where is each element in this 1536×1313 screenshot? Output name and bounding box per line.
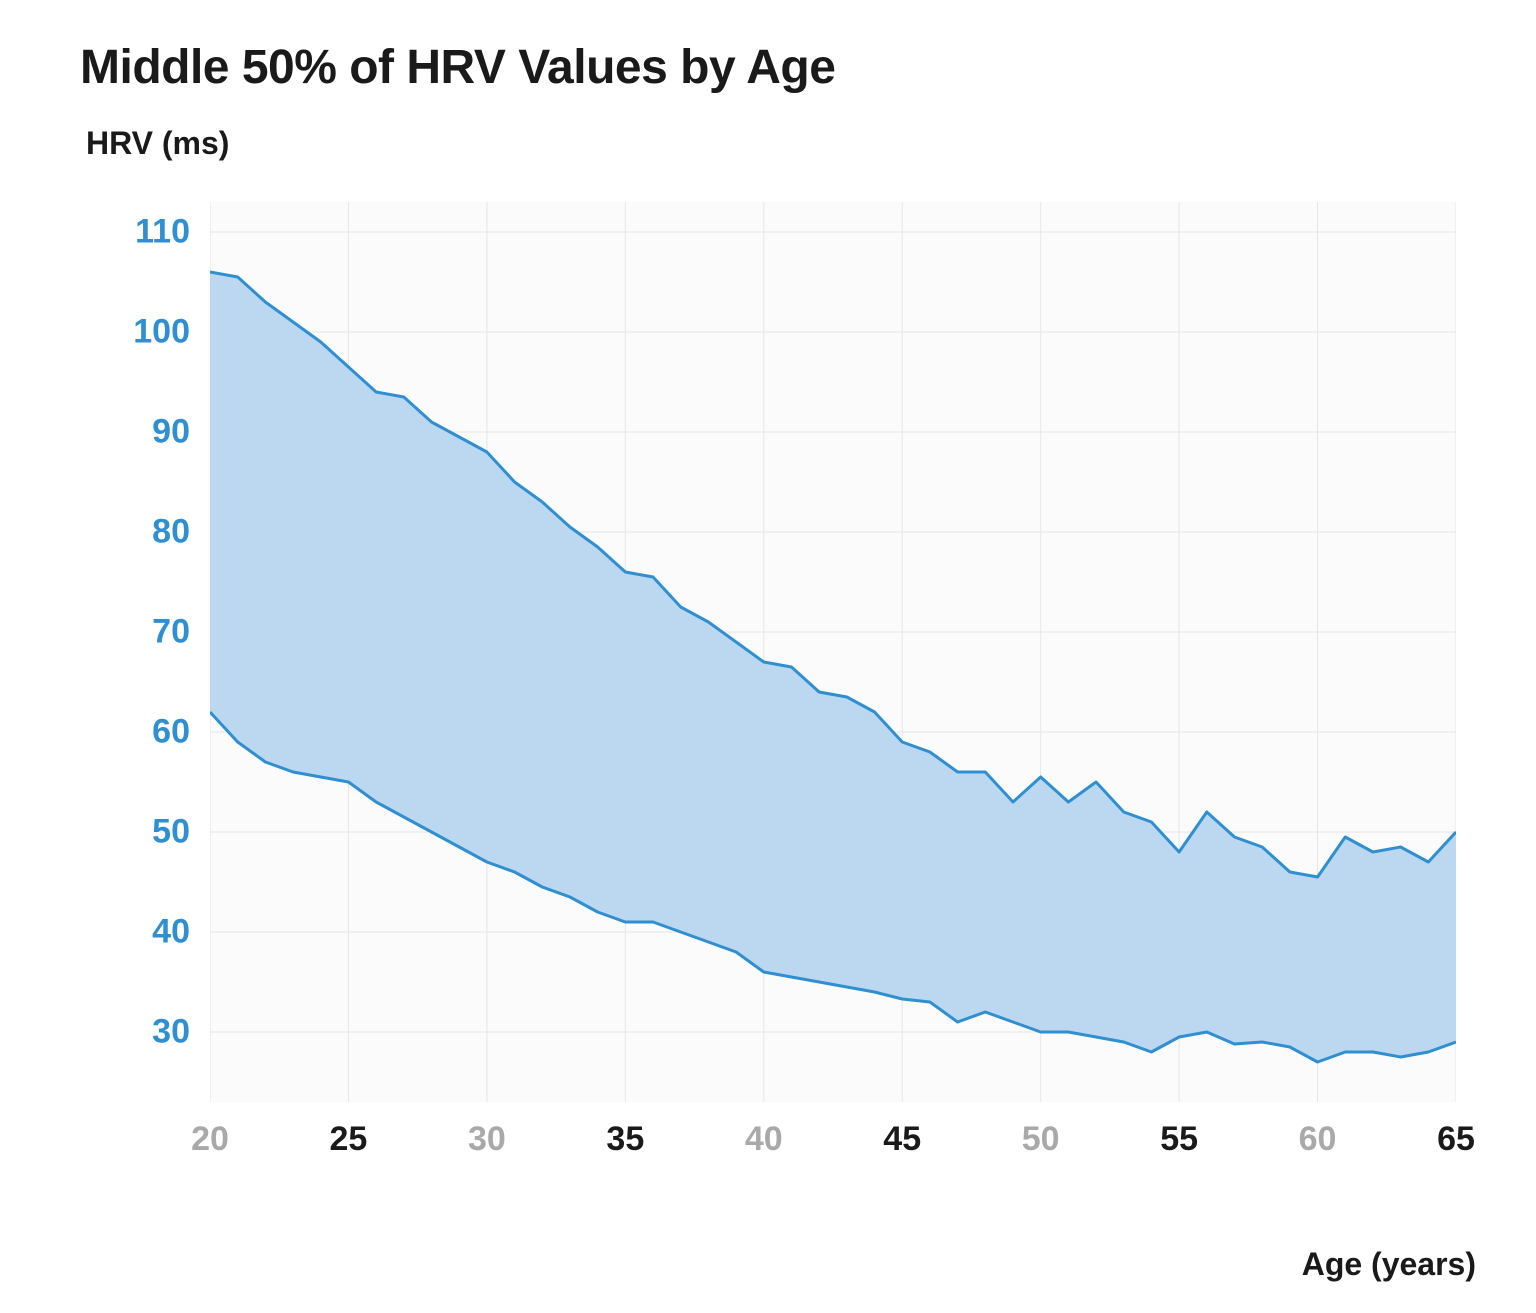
plot-row: 30 40 50 60 70 80 90 100 110	[80, 202, 1456, 1102]
x-tick-label: 40	[745, 1120, 783, 1159]
y-tick-label: 40	[152, 913, 190, 952]
plot-svg	[210, 202, 1456, 1102]
y-tick-label: 70	[152, 613, 190, 652]
x-tick-label: 45	[883, 1120, 921, 1159]
x-tick-label: 35	[606, 1120, 644, 1159]
y-axis: 30 40 50 60 70 80 90 100 110	[80, 202, 210, 1102]
plot-area	[210, 202, 1456, 1102]
y-tick-label: 80	[152, 513, 190, 552]
y-tick-label: 60	[152, 713, 190, 752]
x-axis: 20253035404550556065	[210, 1102, 1456, 1162]
x-tick-label: 50	[1022, 1120, 1060, 1159]
x-tick-label: 30	[468, 1120, 506, 1159]
x-tick-label: 25	[330, 1120, 368, 1159]
x-tick-label: 20	[191, 1120, 229, 1159]
chart-title: Middle 50% of HRV Values by Age	[80, 40, 1456, 95]
y-tick-label: 30	[152, 1013, 190, 1052]
x-tick-label: 55	[1160, 1120, 1198, 1159]
x-tick-label: 65	[1437, 1120, 1475, 1159]
y-tick-label: 90	[152, 413, 190, 452]
x-tick-label: 60	[1299, 1120, 1337, 1159]
y-axis-label: HRV (ms)	[86, 125, 1456, 162]
y-tick-label: 110	[135, 213, 190, 252]
y-tick-label: 100	[133, 313, 190, 352]
y-tick-label: 50	[152, 813, 190, 852]
chart-container: Middle 50% of HRV Values by Age HRV (ms)…	[0, 0, 1536, 1313]
x-axis-label: Age (years)	[1302, 1246, 1476, 1283]
